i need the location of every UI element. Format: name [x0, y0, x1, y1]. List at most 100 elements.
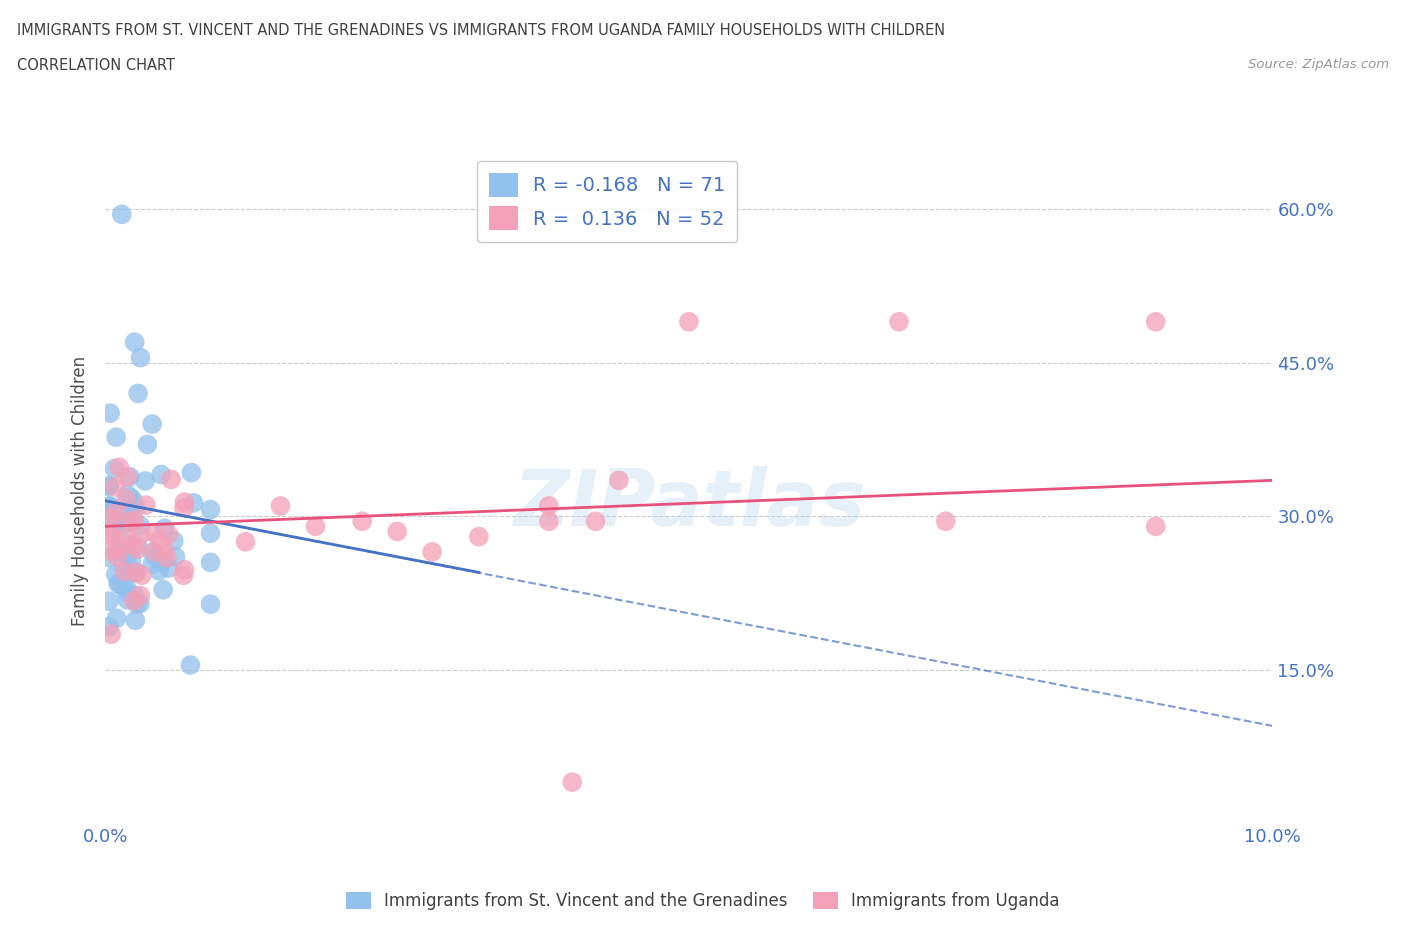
- Point: [887, 314, 910, 329]
- Point: [173, 495, 195, 510]
- Point: [111, 207, 134, 222]
- Point: [200, 502, 222, 517]
- Point: [112, 558, 135, 573]
- Point: [100, 512, 122, 526]
- Point: [135, 498, 157, 512]
- Point: [131, 567, 153, 582]
- Point: [136, 437, 159, 452]
- Point: [117, 592, 139, 607]
- Point: [200, 597, 222, 612]
- Legend: R = -0.168   N = 71, R =  0.136   N = 52: R = -0.168 N = 71, R = 0.136 N = 52: [477, 161, 737, 242]
- Point: [120, 514, 142, 529]
- Point: [124, 335, 146, 350]
- Point: [100, 543, 122, 558]
- Point: [145, 550, 167, 565]
- Text: CORRELATION CHART: CORRELATION CHART: [17, 58, 174, 73]
- Point: [585, 514, 607, 529]
- Point: [115, 549, 138, 564]
- Point: [105, 611, 128, 626]
- Point: [420, 545, 443, 560]
- Point: [129, 596, 152, 611]
- Point: [103, 515, 125, 530]
- Point: [143, 525, 166, 540]
- Point: [104, 505, 127, 520]
- Point: [180, 465, 202, 480]
- Point: [115, 491, 138, 506]
- Point: [127, 541, 149, 556]
- Point: [125, 500, 148, 515]
- Point: [115, 580, 138, 595]
- Point: [121, 496, 143, 511]
- Point: [935, 514, 957, 529]
- Point: [97, 516, 120, 531]
- Point: [111, 534, 134, 549]
- Point: [105, 544, 128, 559]
- Point: [103, 461, 125, 476]
- Point: [125, 565, 148, 579]
- Point: [157, 527, 180, 542]
- Point: [114, 565, 136, 579]
- Point: [97, 619, 120, 634]
- Point: [537, 498, 560, 513]
- Point: [1144, 519, 1167, 534]
- Point: [107, 540, 129, 555]
- Point: [125, 565, 148, 579]
- Point: [115, 530, 138, 545]
- Point: [100, 627, 122, 642]
- Point: [100, 528, 122, 543]
- Point: [153, 543, 176, 558]
- Point: [172, 568, 194, 583]
- Point: [141, 556, 163, 571]
- Point: [107, 576, 129, 591]
- Point: [120, 490, 142, 505]
- Point: [124, 613, 146, 628]
- Point: [152, 582, 174, 597]
- Point: [115, 516, 138, 531]
- Point: [101, 502, 124, 517]
- Point: [150, 467, 173, 482]
- Point: [153, 521, 176, 536]
- Point: [110, 506, 132, 521]
- Point: [134, 473, 156, 488]
- Point: [120, 565, 142, 580]
- Point: [97, 593, 120, 608]
- Point: [352, 514, 374, 529]
- Point: [97, 498, 120, 513]
- Point: [143, 544, 166, 559]
- Point: [103, 516, 125, 531]
- Point: [173, 563, 195, 578]
- Point: [235, 535, 257, 550]
- Point: [122, 494, 145, 509]
- Point: [156, 551, 179, 565]
- Y-axis label: Family Households with Children: Family Households with Children: [72, 355, 90, 626]
- Point: [150, 554, 173, 569]
- Point: [304, 519, 326, 534]
- Point: [122, 593, 145, 608]
- Point: [115, 470, 138, 485]
- Point: [98, 405, 121, 420]
- Point: [1144, 314, 1167, 329]
- Point: [385, 525, 408, 539]
- Point: [165, 550, 187, 565]
- Point: [141, 545, 163, 560]
- Point: [120, 553, 142, 568]
- Text: ZIPatlas: ZIPatlas: [513, 466, 865, 542]
- Point: [121, 538, 143, 552]
- Point: [129, 351, 152, 365]
- Point: [107, 550, 129, 565]
- Point: [125, 596, 148, 611]
- Point: [105, 430, 128, 445]
- Point: [269, 498, 292, 513]
- Point: [163, 534, 186, 549]
- Point: [104, 522, 127, 537]
- Point: [129, 588, 152, 603]
- Point: [183, 496, 205, 511]
- Legend: Immigrants from St. Vincent and the Grenadines, Immigrants from Uganda: Immigrants from St. Vincent and the Gren…: [339, 885, 1067, 917]
- Point: [98, 498, 121, 513]
- Point: [200, 525, 222, 540]
- Point: [160, 472, 183, 486]
- Point: [468, 529, 491, 544]
- Point: [124, 512, 146, 527]
- Point: [104, 567, 127, 582]
- Point: [108, 577, 131, 591]
